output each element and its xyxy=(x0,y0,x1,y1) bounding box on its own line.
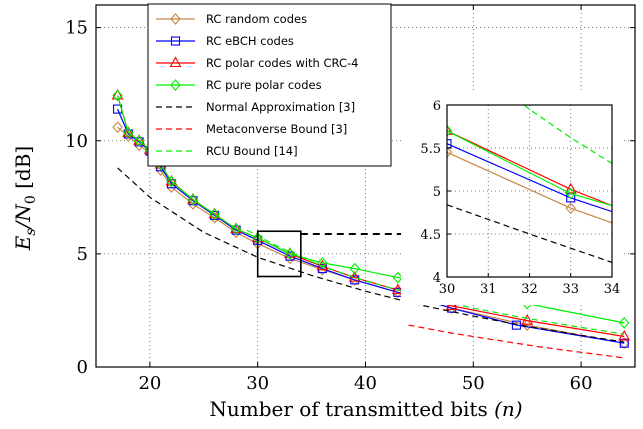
legend-marker-rc-pure-polar-codes xyxy=(170,79,181,91)
inset-x-tick-label: 31 xyxy=(480,282,497,297)
zoom-rectangle xyxy=(256,230,302,278)
x-axis-label-math: (n) xyxy=(494,397,523,421)
legend-marker-rc-ebch-codes xyxy=(170,36,181,46)
inset-y-tick-label: 4 xyxy=(433,271,441,286)
axis-ticks: 20 30 40 50 60 0 5 10 15 xyxy=(65,5,635,394)
y-axis-label-0: 0 xyxy=(23,195,39,204)
legend-label-rc-random-codes: RC random codes xyxy=(206,12,307,26)
legend-label-normal-approximation-3: Normal Approximation [3] xyxy=(206,100,355,114)
point-rc-pure-polar-codes xyxy=(209,208,220,221)
legend-marker-rc-random-codes xyxy=(170,13,181,25)
y-axis-label-unit: [dB] xyxy=(11,146,35,195)
point-rc-pure-polar-codes xyxy=(349,262,360,275)
legend-label-metaconverse-bound-3: Metaconverse Bound [3] xyxy=(206,122,347,136)
inset-series-group xyxy=(447,105,612,263)
inset-y-tick-label: 5 xyxy=(433,185,441,200)
inset-y-tick-label: 6 xyxy=(433,99,441,114)
x-axis-label-text: Number of transmitted bits xyxy=(209,397,487,421)
series-line-metaconverse-bound-3 xyxy=(408,324,625,359)
y-tick-label: 5 xyxy=(77,244,88,265)
point-rc-pure-polar-codes xyxy=(112,89,123,102)
point-rc-polar-codes-with-crc-4 xyxy=(618,329,631,341)
y-axis-label-e: E xyxy=(11,235,35,251)
inset-point-rc-polar-codes-with-crc-4 xyxy=(564,182,577,194)
legend-label-rc-ebch-codes: RC eBCH codes xyxy=(206,34,294,48)
y-axis-label: Es/N0 [dB] xyxy=(11,146,39,251)
inset-point-rc-pure-polar-codes xyxy=(565,187,576,200)
inset-series-line-rc-pure-polar-codes xyxy=(447,130,612,207)
point-rc-random-codes xyxy=(112,121,123,133)
point-rc-pure-polar-codes xyxy=(133,134,145,147)
y-tick-label: 15 xyxy=(65,18,88,39)
x-axis-label: Number of transmitted bits (n) xyxy=(209,397,522,421)
inset-series-line-normal-approximation-3 xyxy=(447,204,612,263)
inset-point-rc-ebch-codes xyxy=(447,139,452,149)
x-tick-label: 30 xyxy=(246,373,269,394)
inset-x-tick-label: 30 xyxy=(439,282,456,297)
inset-x-tick-label: 32 xyxy=(521,282,538,297)
legend-label-rcu-bound-14: RCU Bound [14] xyxy=(206,144,298,158)
point-rc-polar-codes-with-crc-4 xyxy=(165,174,178,186)
inset-y-tick-label: 4.5 xyxy=(420,228,441,243)
legend-marker-rc-polar-codes-with-crc-4 xyxy=(169,56,182,68)
point-rc-pure-polar-codes xyxy=(618,317,630,329)
inset-point-rc-random-codes xyxy=(447,146,453,159)
inset-series-line-rcu-bound-14 xyxy=(523,105,612,165)
point-rc-ebch-codes xyxy=(619,338,629,348)
series-line-normal-approximation-3 xyxy=(117,167,625,343)
point-rc-polar-codes-with-crc-4 xyxy=(122,126,135,137)
point-rc-polar-codes-with-crc-4 xyxy=(521,313,534,325)
y-axis-label-n: /N xyxy=(11,203,35,231)
point-rc-pure-polar-codes xyxy=(284,248,296,260)
legend-label-rc-polar-codes-with-crc-4: RC polar codes with CRC-4 xyxy=(206,56,358,70)
point-rc-pure-polar-codes xyxy=(123,127,134,139)
point-rc-polar-codes-with-crc-4 xyxy=(111,88,124,100)
inset-plot: 30 31 32 33 34 4 4.5 5 5.5 6 xyxy=(401,91,622,305)
point-rc-pure-polar-codes xyxy=(166,175,177,188)
inset-y-tick-label: 5.5 xyxy=(420,142,441,157)
inset-x-tick-label: 33 xyxy=(562,282,579,297)
inset-x-tick-label: 34 xyxy=(604,282,621,297)
point-rc-pure-polar-codes xyxy=(317,257,328,269)
x-tick-label: 60 xyxy=(570,373,593,394)
point-rc-random-codes xyxy=(521,319,533,331)
inset-point-rc-polar-codes-with-crc-4 xyxy=(447,124,453,135)
inset-point-rc-pure-polar-codes xyxy=(447,124,453,137)
inset-point-rc-random-codes xyxy=(565,202,576,215)
point-rc-pure-polar-codes xyxy=(230,223,242,235)
point-rc-polar-codes-with-crc-4 xyxy=(187,192,199,204)
legend-label-rc-pure-polar-codes: RC pure polar codes xyxy=(206,78,322,92)
point-rc-ebch-codes xyxy=(511,320,521,330)
x-tick-label: 20 xyxy=(138,373,161,394)
y-tick-label: 0 xyxy=(77,357,88,378)
x-tick-label: 50 xyxy=(462,373,485,394)
point-rc-pure-polar-codes xyxy=(187,193,199,206)
y-tick-label: 10 xyxy=(65,131,88,152)
legend: RC random codes RC eBCH codes RC polar cod… xyxy=(147,3,392,167)
point-rc-polar-codes-with-crc-4 xyxy=(133,134,146,145)
point-rc-pure-polar-codes xyxy=(392,271,404,284)
inset-series-line-rc-random-codes xyxy=(447,151,612,224)
x-tick-label: 40 xyxy=(354,373,377,394)
y-axis-label-s: s xyxy=(23,228,39,235)
